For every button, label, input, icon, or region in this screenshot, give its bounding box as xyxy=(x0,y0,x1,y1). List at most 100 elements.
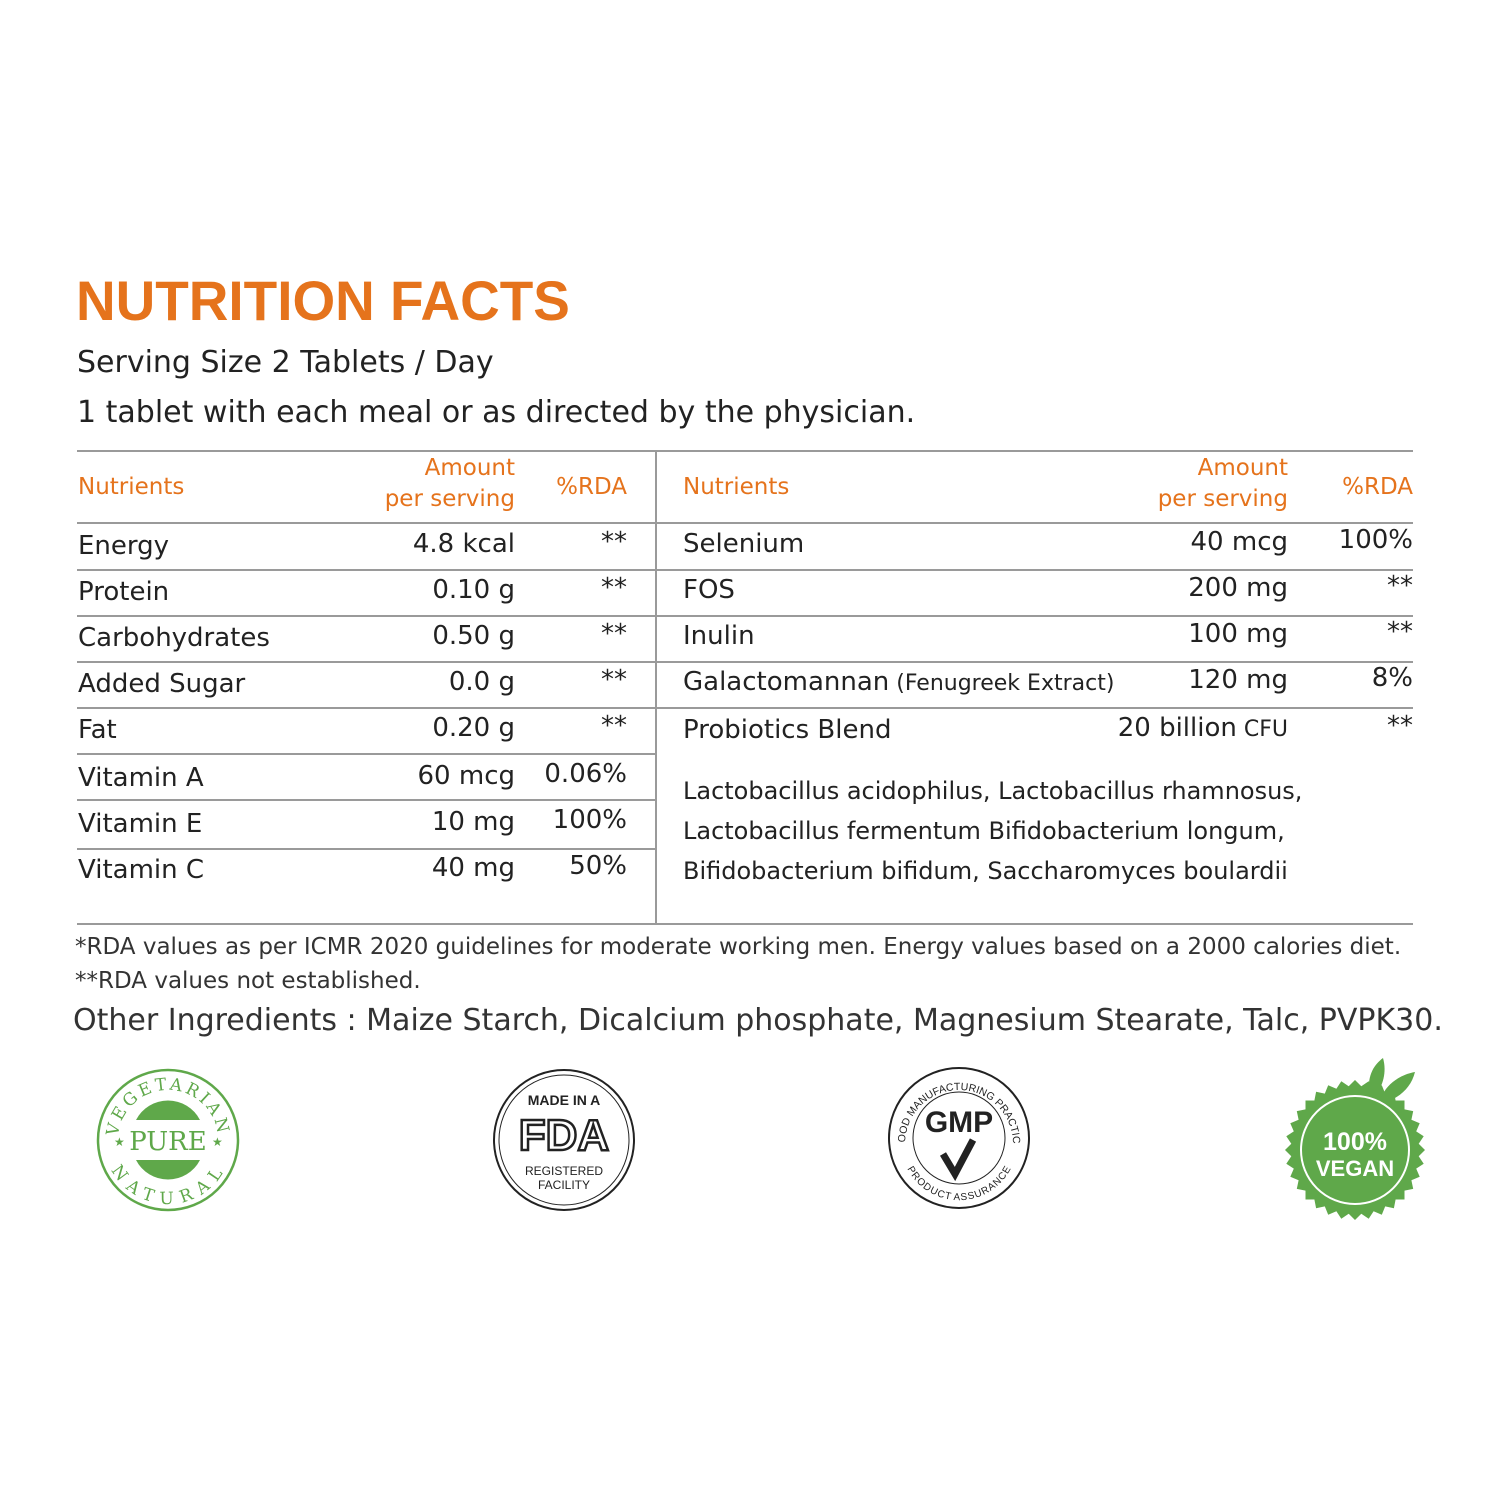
row-rule xyxy=(77,615,655,617)
nutrient-amount: 0.50 g xyxy=(432,621,515,651)
header-amount-right: Amount per serving xyxy=(1158,453,1288,515)
other-ingredients: Other Ingredients : Maize Starch, Dicalc… xyxy=(73,1003,1443,1038)
svg-text:REGISTERED: REGISTERED xyxy=(525,1164,603,1178)
nutrient-name: Added Sugar xyxy=(78,669,246,699)
table-bottom-rule xyxy=(77,923,1413,925)
nutrient-rda: 50% xyxy=(569,851,627,881)
vegan-badge: 100% VEGAN xyxy=(1285,1058,1425,1220)
gmp-badge: GOOD MANUFACTURING PRACTICE PRODUCT ASSU… xyxy=(887,1066,1030,1209)
nutrient-name: Fat xyxy=(78,715,117,745)
nutrient-name: Inulin xyxy=(683,621,755,651)
svg-text:VEGAN: VEGAN xyxy=(1316,1156,1394,1181)
nutrient-amount: 120 mg xyxy=(1188,665,1288,695)
nutrient-name-cell: Inulin xyxy=(683,620,755,654)
nutrient-amount: 20 billion xyxy=(1117,713,1237,743)
vegetarian-pure-natural-badge: VEGETARIAN NATURAL PURE ★ ★ xyxy=(96,1068,240,1212)
nutrient-amount: 40 mg xyxy=(431,853,515,883)
svg-text:GMP: GMP xyxy=(925,1106,993,1139)
leaf-icon xyxy=(1368,1058,1385,1096)
svg-text:MADE IN A: MADE IN A xyxy=(528,1092,601,1108)
nutrient-name: Energy xyxy=(78,531,170,561)
nutrient-amount: 40 mcg xyxy=(1190,527,1288,557)
nutrient-name: FOS xyxy=(683,575,735,605)
nutrient-rda: ** xyxy=(1387,571,1413,601)
checkmark-icon xyxy=(939,1138,977,1182)
nutrient-name: Carbohydrates xyxy=(78,623,270,653)
page-title: NUTRITION FACTS xyxy=(76,269,570,332)
nutrient-amount-cell: 200 mg xyxy=(1188,572,1288,606)
nutrient-name: Protein xyxy=(78,577,170,607)
nutrient-rda: 0.06% xyxy=(544,759,627,789)
fda-logo: FDA xyxy=(519,1111,609,1160)
row-rule xyxy=(657,569,1413,571)
pure-text: PURE xyxy=(129,1127,207,1157)
serving-size: Serving Size 2 Tablets / Day xyxy=(77,345,494,380)
nutrient-rda: 100% xyxy=(1338,525,1413,555)
svg-text:FACILITY: FACILITY xyxy=(538,1178,590,1192)
nutrient-name: Probiotics Blend xyxy=(683,715,892,745)
nutrient-amount-cell: 120 mg xyxy=(1188,664,1288,698)
nutrient-amount: 200 mg xyxy=(1188,573,1288,603)
nutrient-amount: 60 mcg xyxy=(417,761,515,791)
header-amount-line1: Amount xyxy=(1197,455,1288,481)
header-amount-line2: per serving xyxy=(1157,486,1288,512)
row-rule xyxy=(77,848,655,850)
header-nutrients-right: Nutrients xyxy=(683,474,790,500)
row-rule xyxy=(657,707,1413,709)
star-icon: ★ xyxy=(212,1135,223,1149)
row-rule xyxy=(657,615,1413,617)
nutrient-name: Vitamin E xyxy=(78,809,203,839)
nutrient-name-cell: Probiotics Blend xyxy=(683,714,891,748)
row-rule xyxy=(77,707,655,709)
header-nutrients-left: Nutrients xyxy=(78,474,185,500)
nutrient-rda: 8% xyxy=(1371,663,1413,693)
footnote-not-established: **RDA values not established. xyxy=(75,968,421,994)
nutrient-note: (Fenugreek Extract) xyxy=(889,671,1115,696)
nutrient-unit: CFU xyxy=(1236,717,1288,742)
column-divider xyxy=(655,450,657,924)
nutrient-name-cell: FOS xyxy=(683,574,735,608)
nutrient-name: Selenium xyxy=(683,529,805,559)
row-rule xyxy=(77,569,655,571)
table-top-rule xyxy=(77,450,1413,452)
strain-line: Lactobacillus fermentum Bifidobacterium … xyxy=(683,817,1285,845)
header-rule xyxy=(77,522,1413,524)
nutrient-amount: 10 mg xyxy=(431,807,515,837)
row-rule xyxy=(77,661,655,663)
nutrient-rda: ** xyxy=(601,665,627,695)
nutrient-amount: 0.0 g xyxy=(448,667,515,697)
fda-registered-badge: MADE IN A FDA REGISTERED FACILITY xyxy=(493,1069,635,1211)
nutrient-amount-cell: 100 mg xyxy=(1188,618,1288,652)
nutrient-amount: 100 mg xyxy=(1188,619,1288,649)
footnote-rda: *RDA values as per ICMR 2020 guidelines … xyxy=(75,934,1402,960)
header-amount-line1: Amount xyxy=(424,455,515,481)
strain-line: Bifidobacterium bifidum, Saccharomyces b… xyxy=(683,857,1288,885)
nutrient-rda: ** xyxy=(601,619,627,649)
nutrient-rda: ** xyxy=(601,527,627,557)
nutrient-name: Vitamin A xyxy=(78,763,204,793)
directions: 1 tablet with each meal or as directed b… xyxy=(77,395,916,430)
svg-text:100%: 100% xyxy=(1323,1128,1387,1156)
leaf-icon xyxy=(1381,1072,1415,1102)
header-amount-left: Amount per serving xyxy=(385,453,515,515)
nutrient-rda: ** xyxy=(601,711,627,741)
row-rule xyxy=(77,753,655,755)
nutrient-rda: ** xyxy=(1387,711,1413,741)
header-rda-right: %RDA xyxy=(1342,474,1413,500)
nutrient-rda: ** xyxy=(601,573,627,603)
star-icon: ★ xyxy=(114,1135,125,1149)
strain-line: Lactobacillus acidophilus, Lactobacillus… xyxy=(683,777,1303,805)
nutrient-amount-cell: 40 mcg xyxy=(1191,526,1288,560)
nutrient-amount: 0.20 g xyxy=(432,713,515,743)
nutrient-name-cell: Galactomannan (Fenugreek Extract) xyxy=(683,666,1114,700)
nutrient-name: Galactomannan xyxy=(683,667,890,697)
nutrient-amount: 0.10 g xyxy=(432,575,515,605)
header-rda-left: %RDA xyxy=(556,474,627,500)
nutrient-amount-cell: 20 billion CFU xyxy=(1118,712,1288,746)
row-rule xyxy=(77,799,655,801)
nutrient-name-cell: Selenium xyxy=(683,528,804,562)
row-rule xyxy=(657,661,1413,663)
header-amount-line2: per serving xyxy=(384,486,515,512)
nutrient-rda: ** xyxy=(1387,617,1413,647)
